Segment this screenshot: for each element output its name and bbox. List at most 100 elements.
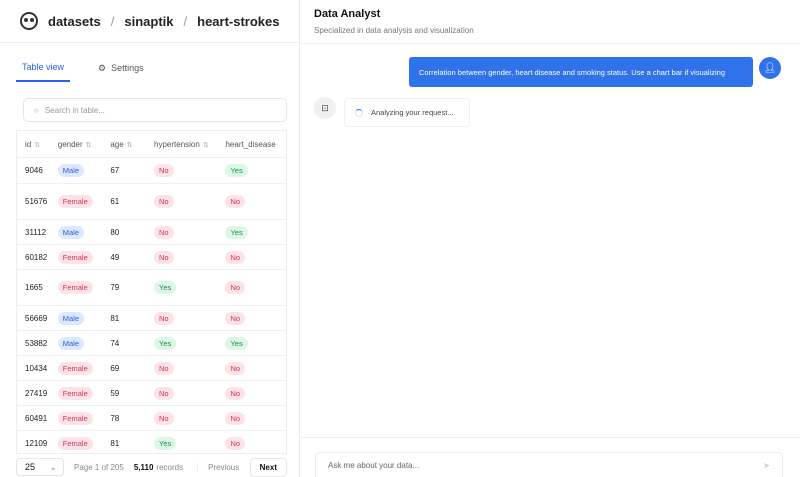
cell-value: 1665 — [25, 283, 43, 292]
page-size-value: 25 — [25, 462, 36, 472]
cell-age: 59 — [110, 389, 154, 398]
cell-heart_disease: Yes — [225, 164, 286, 177]
sort-icon[interactable]: ⇅ — [126, 141, 133, 149]
breadcrumb-separator: / — [110, 13, 115, 29]
cell-value: 80 — [110, 227, 120, 237]
breadcrumb: datasets / sinaptik / heart-strokes — [0, 0, 300, 43]
previous-button[interactable]: Previous — [197, 462, 239, 472]
cell-value: 60182 — [25, 252, 48, 262]
gender-badge: Female — [57, 281, 93, 294]
column-header-heart_disease[interactable]: heart_disease — [225, 140, 286, 149]
cell-gender: Female — [57, 386, 111, 400]
column-header-age[interactable]: age ⇅ — [110, 140, 154, 149]
table-row[interactable]: 60182 Female 49 No No — [17, 245, 286, 270]
table-row[interactable]: 9046 Male 67 No Yes — [17, 158, 286, 184]
status-badge: No — [154, 386, 174, 400]
sort-icon[interactable]: ⇅ — [85, 141, 92, 149]
tab-table-view[interactable]: Table view — [16, 56, 71, 82]
tab-settings[interactable]: ⚙ Settings — [92, 56, 150, 82]
cell-hypertension: Yes — [154, 336, 225, 350]
cell-hypertension: No — [154, 195, 225, 208]
cell-value: 27419 — [25, 388, 48, 398]
table-row[interactable]: 60491 Female 78 No No — [17, 406, 286, 431]
cell-id: 31112 — [17, 228, 58, 237]
status-badge: No — [225, 411, 246, 425]
cell-value: 61 — [110, 197, 120, 206]
dataset-panel: datasets / sinaptik / heart-strokes Tabl… — [0, 0, 300, 477]
cell-age: 74 — [110, 339, 154, 348]
status-badge: Yes — [154, 436, 177, 450]
gender-badge: Male — [57, 311, 85, 325]
cell-hypertension: No — [154, 250, 225, 264]
cell-heart_disease: Yes — [225, 336, 286, 350]
table-row[interactable]: 27419 Female 59 No No — [17, 381, 286, 406]
table-row[interactable]: 51676 Female 61 No No — [17, 184, 286, 220]
gender-badge: Female — [57, 386, 93, 400]
cell-heart_disease: No — [225, 195, 286, 208]
cell-age: 49 — [110, 253, 154, 262]
cell-value: 81 — [110, 438, 120, 448]
gender-badge: Male — [57, 225, 85, 239]
cell-value: 78 — [110, 413, 120, 423]
user-message: Correlation between gender, heart diseas… — [409, 57, 753, 87]
next-button[interactable]: Next — [249, 457, 287, 477]
table-row[interactable]: 12109 Female 81 Yes No — [17, 431, 286, 453]
cell-hypertension: No — [154, 225, 225, 239]
column-label: hypertension — [154, 139, 200, 149]
cell-id: 53882 — [17, 339, 58, 348]
cell-heart_disease: No — [225, 411, 286, 425]
sort-icon[interactable]: ⇅ — [202, 141, 209, 149]
cell-heart_disease: No — [225, 386, 286, 400]
table-row[interactable]: 10434 Female 69 No No — [17, 356, 286, 381]
cell-age: 79 — [110, 283, 154, 292]
status-badge: No — [225, 386, 246, 400]
chat-input[interactable]: Ask me about your data... ➤ — [315, 452, 783, 477]
cell-id: 51676 — [17, 197, 58, 206]
chat-title: Data Analyst — [314, 8, 381, 20]
cell-gender: Male — [57, 164, 111, 177]
cell-value: 74 — [110, 338, 120, 348]
column-header-gender[interactable]: gender ⇅ — [58, 140, 111, 149]
cell-id: 60491 — [17, 414, 58, 423]
gear-icon: ⚙ — [98, 62, 107, 73]
bot-avatar-icon: ⊡ — [314, 97, 336, 119]
chat-panel: Data Analyst Specialized in data analysi… — [301, 0, 800, 477]
gender-badge: Female — [57, 361, 93, 375]
cell-hypertension: No — [154, 411, 225, 425]
sort-icon[interactable]: ⇅ — [34, 141, 41, 149]
column-header-id[interactable]: id ⇅ — [17, 140, 58, 149]
send-icon[interactable]: ➤ — [763, 460, 770, 470]
cell-id: 60182 — [17, 253, 58, 262]
cell-value: 69 — [110, 363, 120, 373]
cell-gender: Male — [57, 336, 111, 350]
table-row[interactable]: 1665 Female 79 Yes No — [17, 270, 286, 306]
status-badge: No — [225, 250, 246, 264]
search-input[interactable]: ○ Search in table... — [23, 98, 287, 122]
pagination: 25 ⌄ Page 1 of 205 5,110 records Previous… — [16, 457, 287, 477]
column-header-hypertension[interactable]: hypertension ⇅ — [154, 140, 225, 149]
status-text: Analyzing your request... — [371, 108, 454, 117]
table-row[interactable]: 31112 Male 80 No Yes — [17, 220, 286, 245]
cell-heart_disease: No — [225, 250, 286, 264]
cell-gender: Male — [57, 225, 111, 239]
cell-value: 59 — [110, 388, 120, 398]
cell-hypertension: Yes — [154, 436, 225, 450]
cell-id: 1665 — [17, 283, 58, 292]
breadcrumb-org[interactable]: sinaptik — [124, 13, 174, 29]
gender-badge: Female — [57, 195, 93, 208]
chat-subtitle: Specialized in data analysis and visuali… — [314, 26, 474, 35]
status-badge: No — [225, 361, 246, 375]
cell-value: 53882 — [25, 338, 48, 348]
breadcrumb-datasets[interactable]: datasets — [48, 13, 101, 29]
cell-value: 10434 — [25, 363, 48, 373]
status-badge: No — [225, 195, 246, 208]
table-row[interactable]: 53882 Male 74 Yes Yes — [17, 331, 286, 356]
records-label: records — [156, 462, 184, 472]
table-row[interactable]: 56669 Male 81 No No — [17, 306, 286, 331]
page-size-select[interactable]: 25 ⌄ — [16, 458, 64, 476]
cell-gender: Female — [57, 361, 111, 375]
cell-value: 51676 — [25, 197, 48, 206]
breadcrumb-dataset: heart-strokes — [197, 13, 280, 29]
column-label: age — [110, 139, 124, 149]
status-badge: No — [154, 195, 174, 208]
